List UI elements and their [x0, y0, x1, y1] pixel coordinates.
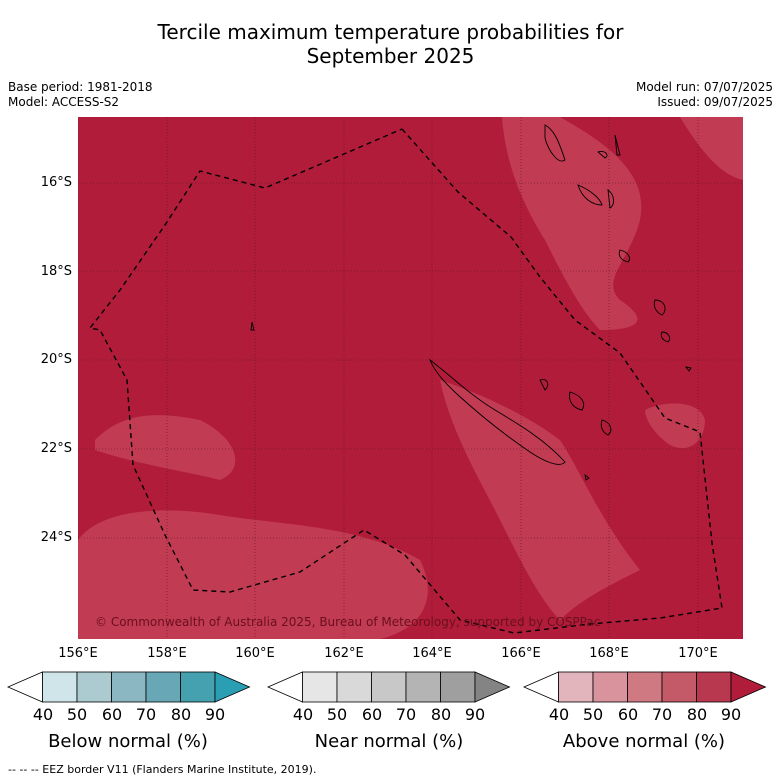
colorbar-segment	[440, 671, 476, 703]
colorbar-arrow-high	[474, 671, 511, 703]
colorbar-segment	[302, 671, 338, 703]
small-island-3	[684, 366, 692, 372]
shade-area-small	[465, 413, 500, 431]
tick-label: 90	[464, 705, 486, 724]
title-line-2: September 2025	[306, 44, 475, 68]
tick-label: 60	[617, 705, 639, 724]
tick-label: 70	[135, 705, 157, 724]
tick-label: 90	[720, 705, 742, 724]
colorbar-segment	[592, 671, 628, 703]
colorbar-below	[6, 671, 251, 703]
tick-label: 80	[430, 705, 452, 724]
colorbar-segment	[661, 671, 697, 703]
colorbar-segment	[180, 671, 216, 703]
colorbar-title-above: Above normal (%)	[562, 731, 726, 752]
colorbar-arrow-high	[214, 671, 251, 703]
lon-label: 158°E	[147, 646, 187, 661]
lat-label: 22°S	[40, 441, 72, 456]
tick-label: 50	[582, 705, 604, 724]
shade-area-sw	[78, 510, 428, 639]
tick-label: 80	[170, 705, 192, 724]
lat-label: 20°S	[40, 352, 72, 367]
colorbar-segment	[111, 671, 147, 703]
loyalty-island-3	[600, 419, 612, 436]
tick-label: 40	[548, 705, 570, 724]
colorbar-title-below: Below normal (%)	[48, 731, 208, 752]
shade-area-west	[95, 415, 236, 480]
model-run: Model run: 07/07/2025	[635, 80, 773, 94]
issued-date: Issued: 09/07/2025	[657, 95, 773, 109]
colorbar-segment	[558, 671, 594, 703]
lon-label: 162°E	[324, 646, 364, 661]
colorbar-arrow-low	[6, 671, 43, 703]
lat-label: 16°S	[40, 175, 72, 190]
colorbar-segment	[336, 671, 372, 703]
lon-label: 164°E	[412, 646, 452, 661]
tick-label: 80	[686, 705, 708, 724]
small-island-1	[250, 321, 255, 331]
colorbar-segment	[145, 671, 181, 703]
colorbar-segment	[696, 671, 732, 703]
model-info: Base period: 1981-2018 Model: ACCESS-S2	[8, 80, 153, 110]
tick-label: 40	[32, 705, 54, 724]
tick-label: 40	[292, 705, 314, 724]
shade-area-ne	[502, 117, 642, 330]
vanuatu-island-5	[607, 189, 614, 209]
loyalty-island-2	[539, 379, 549, 391]
run-info: Model run: 07/07/2025 Issued: 09/07/2025	[636, 80, 773, 110]
tick-label: 60	[101, 705, 123, 724]
tick-label: 70	[651, 705, 673, 724]
lon-label: 166°E	[501, 646, 541, 661]
map-panel: © Commonwealth of Australia 2025, Bureau…	[78, 117, 743, 639]
copyright-text: © Commonwealth of Australia 2025, Bureau…	[95, 615, 600, 629]
colorbar-segment	[42, 671, 78, 703]
vanuatu-island-6	[618, 249, 631, 263]
lat-label: 24°S	[40, 530, 72, 545]
lon-label: 156°E	[58, 646, 98, 661]
colorbar-arrow-low	[266, 671, 303, 703]
colorbar-segment	[405, 671, 441, 703]
title-line-1: Tercile maximum temperature probabilitie…	[157, 20, 624, 44]
vanuatu-island-7	[653, 299, 666, 316]
colorbar-arrow-high	[730, 671, 767, 703]
shade-area-east	[645, 403, 705, 449]
tick-label: 90	[204, 705, 226, 724]
tick-label: 70	[395, 705, 417, 724]
colorbar-title-near: Near normal (%)	[314, 731, 464, 752]
vanuatu-island-8	[660, 331, 671, 343]
small-island-2	[584, 473, 590, 481]
lon-label: 168°E	[589, 646, 629, 661]
eez-legend-note: -- -- -- EEZ border V11 (Flanders Marine…	[8, 763, 317, 776]
colorbar-segment	[76, 671, 112, 703]
loyalty-island-1	[569, 391, 585, 411]
lighter-probability-areas	[78, 117, 743, 639]
map-title: Tercile maximum temperature probabilitie…	[0, 20, 781, 68]
vanuatu-island-1	[544, 124, 566, 162]
model-name: Model: ACCESS-S2	[8, 95, 120, 109]
colorbar-segment	[627, 671, 663, 703]
vanuatu-island-3	[597, 151, 608, 159]
tick-label: 60	[361, 705, 383, 724]
tick-label: 50	[66, 705, 88, 724]
eez-border	[88, 128, 723, 634]
colorbar-near	[266, 671, 511, 703]
colorbar-arrow-low	[522, 671, 559, 703]
vanuatu-island-4	[614, 134, 621, 156]
shade-area-ne-corner	[680, 117, 743, 180]
vanuatu-island-2	[577, 184, 603, 206]
gridlines	[78, 117, 743, 639]
coastlines	[250, 124, 692, 481]
lon-label: 160°E	[235, 646, 275, 661]
base-period: Base period: 1981-2018	[8, 80, 153, 94]
new-caledonia-island	[428, 358, 566, 465]
tick-label: 50	[326, 705, 348, 724]
colorbar-segment	[371, 671, 407, 703]
colorbar-above	[522, 671, 767, 703]
lat-label: 18°S	[40, 264, 72, 279]
lon-label: 170°E	[678, 646, 718, 661]
shade-area-new-caledonia	[440, 380, 640, 620]
